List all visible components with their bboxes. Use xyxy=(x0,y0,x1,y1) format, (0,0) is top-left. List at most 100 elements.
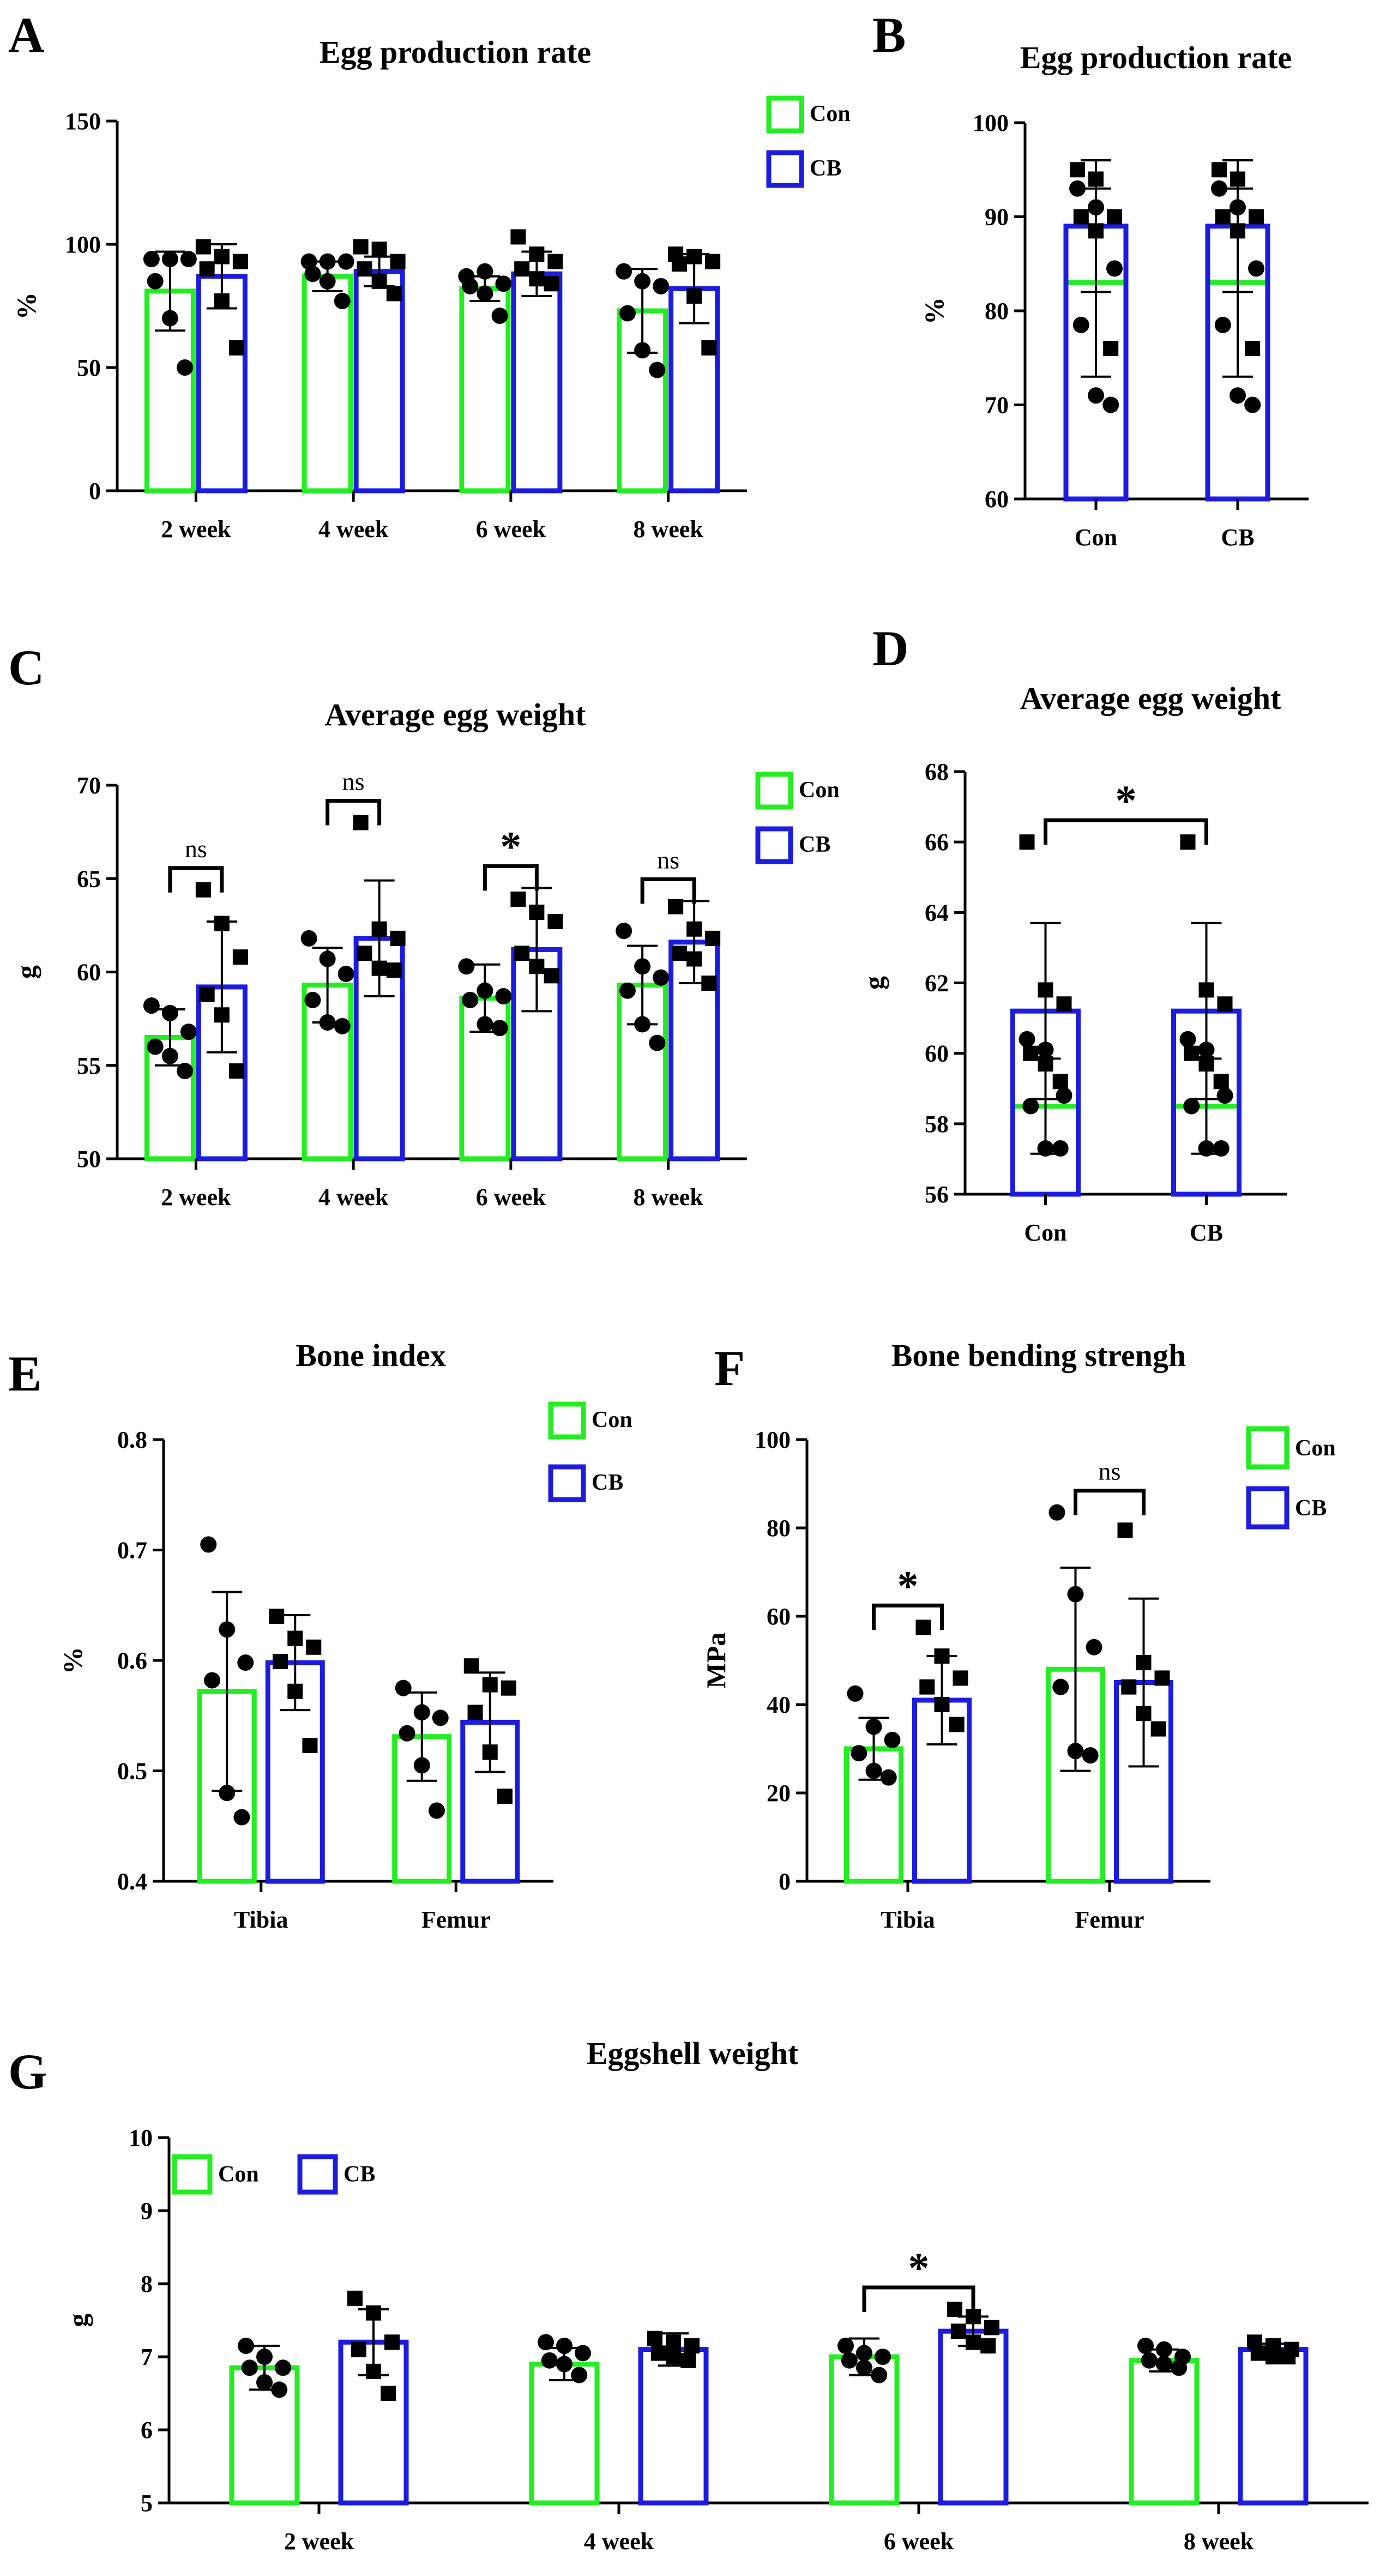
data-point-cb xyxy=(214,249,230,264)
data-point-cb xyxy=(686,288,702,304)
data-point-cb xyxy=(371,960,387,976)
data-point-con xyxy=(1052,1678,1069,1695)
data-point-con xyxy=(1156,2341,1172,2358)
data-point-cb xyxy=(544,968,559,984)
x-tick-label: 6 week xyxy=(476,516,546,543)
panel-letter: G xyxy=(8,2044,47,2099)
x-tick-label: Tibia xyxy=(881,1906,935,1933)
significance-bracket xyxy=(872,1603,944,1630)
data-point-con xyxy=(319,950,336,967)
data-point-con xyxy=(865,1762,882,1779)
y-tick-label: 5 xyxy=(141,2490,153,2517)
data-point-con xyxy=(871,2367,888,2384)
data-point-con xyxy=(334,1018,351,1034)
data-point-con xyxy=(147,273,164,290)
y-tick-label: 20 xyxy=(767,1780,791,1807)
data-point-con xyxy=(237,1654,254,1671)
data-point-con xyxy=(837,2337,854,2354)
significance-bracket xyxy=(1074,1489,1146,1515)
panel-E: E Bone index 0.4 0.5 0.6 0.7 0.8% Tibia Femur Con… xyxy=(8,1338,632,1933)
data-point-cb xyxy=(1230,171,1245,187)
data-point-cb xyxy=(214,1007,230,1023)
data-point-con xyxy=(851,1745,867,1762)
data-point-con xyxy=(1022,1098,1039,1115)
data-point-cb xyxy=(302,1737,318,1753)
data-point-con xyxy=(338,965,354,982)
y-tick-label: 0.4 xyxy=(117,1868,147,1895)
data-point-cb xyxy=(701,340,717,356)
data-point-con xyxy=(649,362,666,378)
data-point-cb xyxy=(1103,341,1119,356)
data-point-cb xyxy=(214,916,230,931)
y-tick-label: 55 xyxy=(77,1052,101,1079)
data-point-cb xyxy=(386,286,402,302)
legend-label-cb: CB xyxy=(344,2162,375,2187)
data-point-con xyxy=(619,982,636,999)
chart-title: Egg production rate xyxy=(1020,40,1292,75)
data-point-cb xyxy=(980,2338,996,2354)
data-point-con xyxy=(338,253,354,270)
data-point-cb xyxy=(686,249,702,264)
legend-label-con: Con xyxy=(799,778,840,803)
y-tick-label: 66 xyxy=(925,829,949,856)
data-point-cb xyxy=(497,1789,513,1804)
data-point-con xyxy=(233,1809,250,1826)
x-tick-label: 2 week xyxy=(161,1184,231,1211)
significance-label: * xyxy=(908,2244,930,2291)
panel-letter: A xyxy=(8,7,44,63)
data-point-con xyxy=(1248,260,1264,277)
data-point-con xyxy=(616,263,632,280)
data-point-con xyxy=(1213,1140,1230,1157)
legend-label-cb: CB xyxy=(810,156,841,181)
panel-letter: B xyxy=(872,7,906,63)
data-point-cb xyxy=(947,2301,962,2317)
y-tick-label: 90 xyxy=(985,204,1009,231)
data-point-cb xyxy=(199,261,215,277)
data-point-con xyxy=(538,2334,554,2351)
data-point-con xyxy=(1106,260,1123,277)
y-tick-label: 0.7 xyxy=(117,1537,147,1564)
legend-swatch-con xyxy=(755,772,793,810)
data-point-con xyxy=(319,273,336,290)
data-point-cb xyxy=(306,1639,322,1655)
data-point-con xyxy=(1019,1031,1035,1048)
data-point-cb xyxy=(1023,1045,1039,1061)
data-point-con xyxy=(1056,1087,1072,1104)
y-tick-label: 50 xyxy=(77,1146,101,1172)
data-point-cb xyxy=(1250,2345,1266,2361)
data-point-cb xyxy=(705,930,721,946)
panel-D: D Average egg weight 56 58 60 62 64 66 68 g Con CB * xyxy=(859,621,1287,1246)
chart-title: Bone bending strengh xyxy=(891,1338,1186,1373)
data-point-cb xyxy=(1073,209,1089,225)
data-point-con xyxy=(1048,1504,1065,1521)
chart-title: Average egg weight xyxy=(1020,681,1282,716)
data-point-con xyxy=(161,251,178,268)
data-point-cb xyxy=(529,246,545,262)
data-point-cb xyxy=(1136,1706,1152,1722)
data-point-con xyxy=(619,305,636,322)
data-point-cb xyxy=(371,242,387,257)
data-point-con xyxy=(304,266,321,282)
y-axis-label: g xyxy=(63,2314,93,2327)
data-point-con xyxy=(143,997,160,1014)
data-point-cb xyxy=(390,254,406,269)
data-point-con xyxy=(256,2349,273,2365)
data-point-con xyxy=(653,969,670,986)
data-point-cb xyxy=(1056,996,1072,1012)
data-point-cb xyxy=(195,239,211,255)
data-point-cb xyxy=(353,239,369,255)
x-tick-label: Femur xyxy=(421,1906,491,1933)
data-point-con xyxy=(616,923,632,940)
data-point-cb xyxy=(1198,1056,1214,1072)
y-tick-label: 100 xyxy=(65,231,101,258)
legend: Con CB xyxy=(755,772,840,864)
y-tick-label: 0.8 xyxy=(117,1427,147,1453)
data-point-con xyxy=(1156,2356,1172,2373)
data-point-con xyxy=(653,278,670,294)
data-point-cb xyxy=(1230,223,1245,239)
data-point-cb xyxy=(705,254,721,269)
data-point-cb xyxy=(671,256,687,272)
data-point-cb xyxy=(666,2334,681,2350)
data-point-cb xyxy=(953,1670,968,1686)
x-tick-label: 8 week xyxy=(1184,2528,1254,2555)
